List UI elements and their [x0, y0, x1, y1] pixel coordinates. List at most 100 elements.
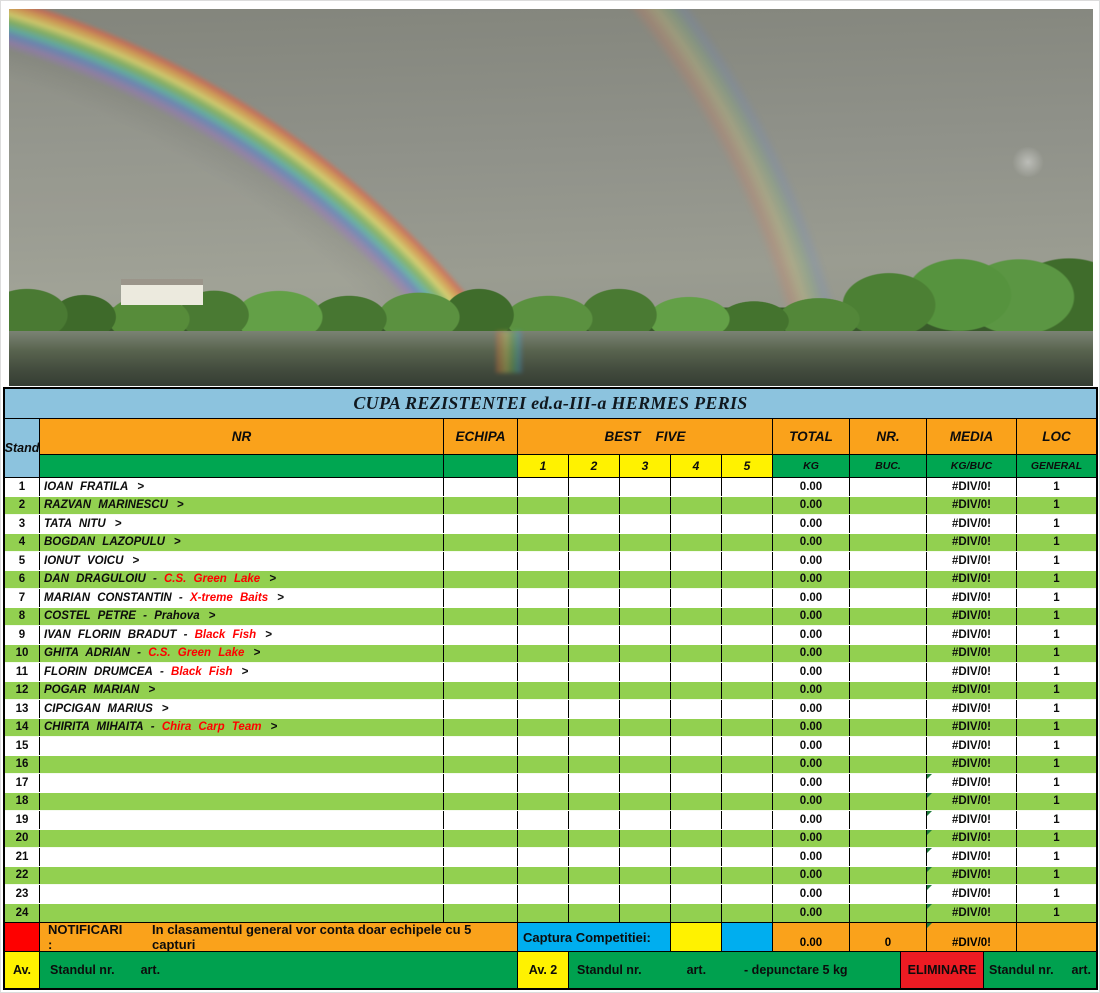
row-number-cell[interactable]: 21 [5, 848, 40, 866]
row-number-cell[interactable]: 8 [5, 607, 40, 625]
best-1-cell[interactable] [518, 681, 569, 699]
best-1-cell[interactable] [518, 848, 569, 866]
best-1-cell[interactable] [518, 478, 569, 496]
loc-general-cell[interactable]: 1 [1053, 887, 1060, 900]
total-kg-cell[interactable]: 0.00 [773, 533, 850, 551]
media-cell[interactable]: #DIV/0! [927, 700, 1017, 718]
best-3-cell[interactable] [620, 811, 671, 829]
best-4-cell[interactable] [671, 681, 722, 699]
loc-general-cell[interactable]: 1 [1053, 573, 1060, 586]
captura-yellow-cell[interactable] [671, 923, 722, 951]
stand-cell[interactable] [444, 681, 518, 699]
row-number-cell[interactable]: 6 [5, 570, 40, 588]
loc-general-cell[interactable]: 1 [1053, 813, 1060, 826]
team-cell[interactable]: CHIRITA MIHAITA - Chira Carp Team > [40, 718, 444, 736]
loc-general-cell[interactable]: 1 [1053, 499, 1060, 512]
stand-cell[interactable] [444, 755, 518, 773]
best-2-cell[interactable] [569, 644, 620, 662]
notificari-nr-buc-cell[interactable]: 0 [850, 923, 927, 951]
loc-general-cell[interactable]: 1 [1053, 702, 1060, 715]
best-4-cell[interactable] [671, 644, 722, 662]
best-5-cell[interactable] [722, 515, 773, 533]
subheader-buc[interactable]: BUC. [850, 455, 927, 478]
media-cell[interactable]: #DIV/0! [927, 644, 1017, 662]
best-1-cell[interactable] [518, 515, 569, 533]
nr-buc-cell[interactable] [850, 774, 927, 792]
captura-competitiei-cell[interactable]: Captura Competitiei: [518, 923, 671, 951]
nr-buc-cell[interactable] [850, 700, 927, 718]
nr-buc-cell[interactable] [850, 718, 927, 736]
best-3-cell[interactable] [620, 496, 671, 514]
nr-buc-cell[interactable] [850, 644, 927, 662]
nr-buc-cell[interactable] [850, 755, 927, 773]
team-cell[interactable]: RAZVAN MARINESCU > [40, 496, 444, 514]
media-cell[interactable]: #DIV/0! [927, 755, 1017, 773]
nr-buc-cell[interactable] [850, 903, 927, 922]
av-cell[interactable]: Av. [5, 952, 40, 988]
best-1-cell[interactable] [518, 700, 569, 718]
subheader-kg[interactable]: KG [773, 455, 850, 478]
loc-general-cell[interactable]: 1 [1053, 795, 1060, 808]
stand-cell[interactable] [444, 570, 518, 588]
total-kg-cell[interactable]: 0.00 [773, 626, 850, 644]
best-4-cell[interactable] [671, 829, 722, 847]
row-number-cell[interactable]: 22 [5, 866, 40, 884]
notificari-cell[interactable]: NOTIFICARI : In clasamentul general vor … [40, 922, 518, 952]
total-kg-cell[interactable]: 0.00 [773, 811, 850, 829]
nr-buc-cell[interactable] [850, 496, 927, 514]
best-2-cell[interactable] [569, 496, 620, 514]
loc-general-cell[interactable]: 1 [1053, 684, 1060, 697]
team-cell[interactable] [40, 866, 444, 884]
row-number-cell[interactable]: 18 [5, 792, 40, 810]
best-2-cell[interactable] [569, 663, 620, 681]
eliminare-cell[interactable]: ELIMINARE [901, 952, 984, 988]
best-3-cell[interactable] [620, 663, 671, 681]
total-kg-cell[interactable]: 0.00 [773, 885, 850, 903]
best-5-cell[interactable] [722, 718, 773, 736]
total-kg-cell[interactable]: 0.00 [773, 552, 850, 570]
stand-cell[interactable] [444, 718, 518, 736]
loc-general-cell[interactable]: 1 [1053, 665, 1060, 678]
best-4-cell[interactable] [671, 607, 722, 625]
total-kg-cell[interactable]: 0.00 [773, 607, 850, 625]
stand-cell[interactable] [444, 774, 518, 792]
loc-general-cell[interactable]: 1 [1053, 554, 1060, 567]
total-kg-cell[interactable]: 0.00 [773, 700, 850, 718]
best-1-cell[interactable] [518, 663, 569, 681]
best-1-cell[interactable] [518, 589, 569, 607]
best-2-cell[interactable] [569, 700, 620, 718]
best-3-cell[interactable] [620, 829, 671, 847]
media-cell[interactable]: #DIV/0! [927, 607, 1017, 625]
media-cell[interactable]: #DIV/0! [927, 515, 1017, 533]
best-2-cell[interactable] [569, 552, 620, 570]
stand-cell[interactable] [444, 663, 518, 681]
row-number-cell[interactable]: 2 [5, 496, 40, 514]
best-4-cell[interactable] [671, 885, 722, 903]
media-cell[interactable]: #DIV/0! [927, 848, 1017, 866]
best-2-cell[interactable] [569, 848, 620, 866]
best-4-cell[interactable] [671, 570, 722, 588]
total-kg-cell[interactable]: 0.00 [773, 774, 850, 792]
team-cell[interactable]: POGAR MARIAN > [40, 681, 444, 699]
best-3-cell[interactable] [620, 626, 671, 644]
stand-cell[interactable] [444, 792, 518, 810]
subheader-general[interactable]: GENERAL [1017, 455, 1096, 478]
subheader-best-1[interactable]: 1 [518, 455, 569, 478]
stand-cell[interactable] [444, 811, 518, 829]
subheader-kg-buc[interactable]: KG/BUC [927, 455, 1017, 478]
media-cell[interactable]: #DIV/0! [927, 681, 1017, 699]
best-2-cell[interactable] [569, 681, 620, 699]
stand-cell[interactable] [444, 626, 518, 644]
loc-general-cell[interactable]: 1 [1053, 647, 1060, 660]
best-4-cell[interactable] [671, 792, 722, 810]
team-cell[interactable]: IOAN FRATILA > [40, 478, 444, 496]
loc-general-cell[interactable]: 1 [1053, 776, 1060, 789]
best-1-cell[interactable] [518, 811, 569, 829]
stand-cell[interactable] [444, 552, 518, 570]
stand-cell[interactable] [444, 737, 518, 755]
stand-cell[interactable] [444, 885, 518, 903]
media-cell[interactable]: #DIV/0! [927, 903, 1017, 922]
team-cell[interactable]: DAN DRAGULOIU - C.S. Green Lake > [40, 570, 444, 588]
loc-general-cell[interactable]: 1 [1053, 850, 1060, 863]
total-kg-cell[interactable]: 0.00 [773, 903, 850, 922]
